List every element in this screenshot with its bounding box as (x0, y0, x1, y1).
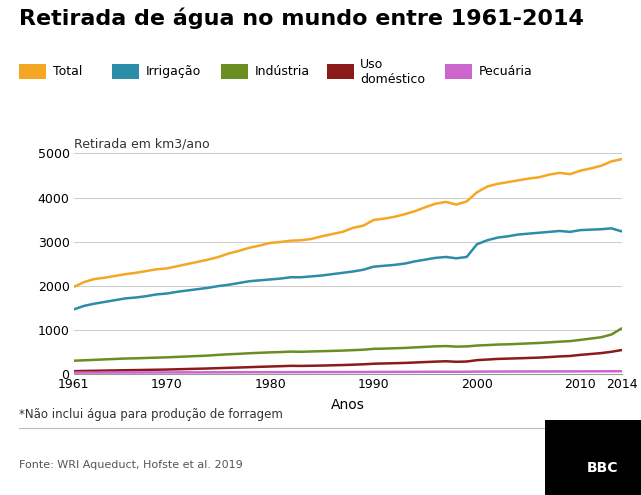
Text: Fonte: WRI Aqueduct, Hofste et al. 2019: Fonte: WRI Aqueduct, Hofste et al. 2019 (19, 460, 243, 470)
Text: Indústria: Indústria (254, 65, 310, 78)
Text: Uso
doméstico: Uso doméstico (360, 58, 425, 86)
Text: Total: Total (53, 65, 82, 78)
Text: BBC: BBC (587, 461, 619, 475)
Text: Irrigação: Irrigação (146, 65, 201, 78)
Text: Retirada de água no mundo entre 1961-2014: Retirada de água no mundo entre 1961-201… (19, 7, 584, 29)
X-axis label: Anos: Anos (331, 398, 365, 412)
Text: Retirada em km3/ano: Retirada em km3/ano (74, 138, 210, 151)
Text: Pecuária: Pecuária (479, 65, 533, 78)
Text: *Não inclui água para produção de forragem: *Não inclui água para produção de forrag… (19, 408, 283, 421)
